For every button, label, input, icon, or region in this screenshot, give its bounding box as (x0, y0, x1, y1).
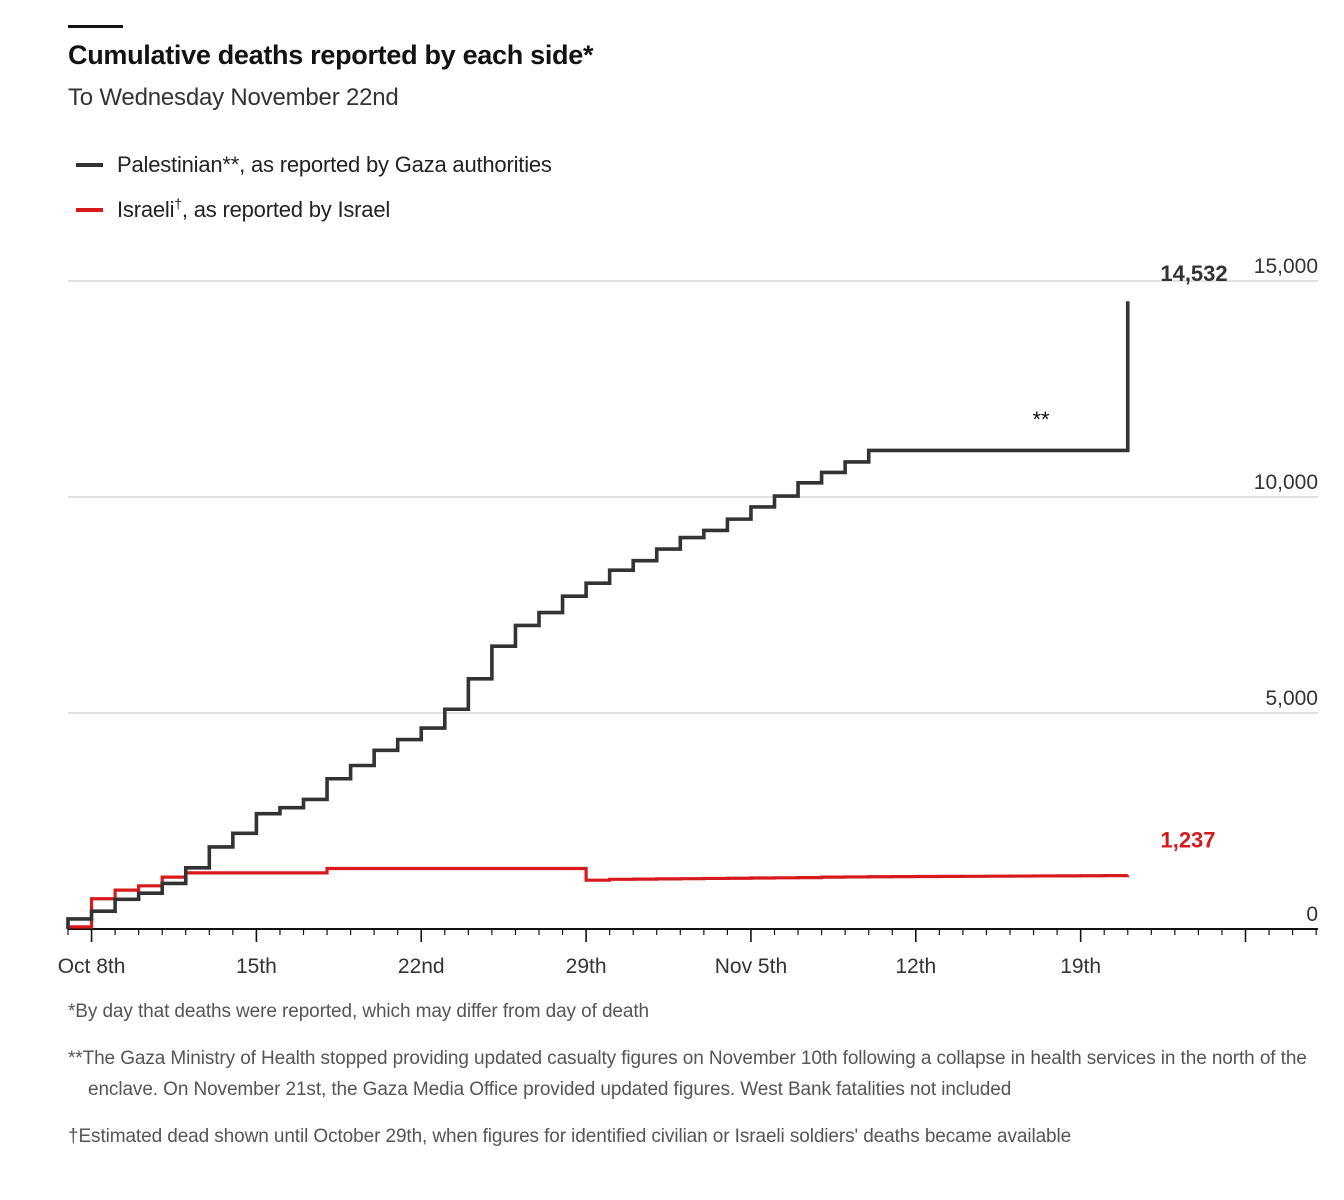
footnote-3: †Estimated dead shown until October 29th… (68, 1126, 1072, 1147)
legend-label-israeli-rest: , as reported by Israel (181, 196, 391, 222)
legend-swatch-palestinian (76, 162, 103, 167)
annotation-double-asterisk: ** (1032, 407, 1050, 432)
chart-subtitle: To Wednesday November 22nd (68, 84, 399, 111)
legend-label-israeli: Israeli†, as reported by Israel (117, 195, 391, 223)
legend: Palestinian**, as reported by Gaza autho… (76, 142, 552, 232)
footnote-1: *By day that deaths were reported, which… (68, 1001, 650, 1022)
y-tick-labels: 0 5,000 10,000 15,000 (1254, 255, 1318, 926)
x-tick-label: 22nd (398, 955, 445, 978)
series-line-palestinian (66, 301, 1130, 929)
header-rule (68, 25, 123, 28)
x-tick-label: 15th (236, 955, 277, 978)
end-label-israeli: 1,237 (1160, 828, 1215, 853)
y-tick-label: 10,000 (1254, 471, 1318, 494)
x-tick-label: 12th (895, 955, 936, 978)
legend-label-israeli-dagger: † (174, 195, 182, 212)
footnotes: *By day that deaths were reported, which… (68, 996, 1318, 1168)
series-line-israeli (66, 866, 1130, 929)
legend-item-palestinian: Palestinian**, as reported by Gaza autho… (76, 142, 552, 187)
y-tick-label: 0 (1306, 903, 1318, 926)
footnote-2: **The Gaza Ministry of Health stopped pr… (68, 1048, 1307, 1100)
legend-item-israeli: Israeli†, as reported by Israel (76, 187, 552, 232)
end-label-palestinian: 14,532 (1160, 261, 1227, 286)
chart-svg: 0 5,000 10,000 15,000 Oct 8th 15th 22nd 29th No… (58, 255, 1318, 978)
legend-label-israeli-main: Israeli (117, 196, 175, 222)
chart-title: Cumulative deaths reported by each side* (68, 40, 594, 70)
x-axis: Oct 8th 15th 22nd 29th Nov 5th 12th 19th (58, 928, 1318, 978)
gridlines (68, 280, 1318, 714)
x-tick-label: Nov 5th (715, 955, 787, 978)
legend-label-palestinian: Palestinian**, as reported by Gaza autho… (117, 151, 552, 177)
x-tick-label: 19th (1060, 955, 1101, 978)
series-lines (66, 301, 1130, 929)
legend-swatch-israeli (76, 207, 103, 212)
y-tick-label: 5,000 (1265, 687, 1318, 710)
x-tick-label: Oct 8th (58, 955, 126, 978)
y-tick-label: 15,000 (1254, 255, 1318, 278)
annotations: 14,532 1,237 ** (1032, 261, 1227, 852)
x-tick-label: 29th (566, 955, 607, 978)
